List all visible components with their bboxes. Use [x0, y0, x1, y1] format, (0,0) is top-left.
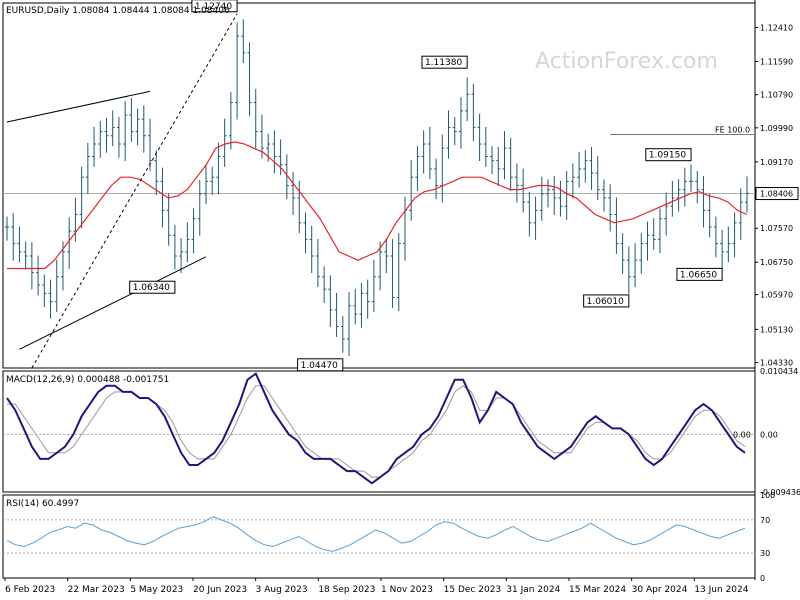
annotation-box	[583, 294, 630, 308]
macd-header: MACD(12,26,9) 0.000488 -0.001751	[6, 375, 169, 385]
x-tick-label: 5 May 2023	[130, 585, 183, 595]
price-tick-label: 1.04330	[760, 359, 793, 368]
rsi-line	[6, 516, 746, 552]
x-tick-label: 15 Mar 2024	[569, 585, 626, 595]
current-price-box	[755, 187, 799, 201]
x-tick-label: 6 Feb 2023	[5, 585, 55, 595]
rsi-header: RSI(14) 60.4997	[6, 499, 79, 509]
trendline-1	[19, 256, 207, 350]
trendline-2	[31, 13, 238, 369]
rsi-tick-label: 30	[760, 549, 770, 558]
price-tick-label: 1.09990	[760, 124, 793, 133]
trendline-0	[6, 90, 151, 123]
annotation-4: 1.04470	[301, 361, 338, 371]
moving-average-line	[7, 141, 748, 270]
price-tick-label: 1.09170	[760, 158, 793, 167]
annotation-2: 1.09150	[649, 151, 686, 161]
annotation-box	[421, 55, 468, 69]
x-tick-label: 13 Jun 2024	[694, 585, 748, 595]
rsi-tick-label: 70	[760, 516, 770, 525]
annotation-box	[645, 148, 692, 162]
panel-frame-macd	[2, 370, 756, 493]
annotation-box	[129, 280, 176, 294]
macd-tick-label: -0.009436	[760, 488, 800, 497]
annotation-6: 1.06650	[680, 270, 717, 280]
x-tick-label: 31 Jan 2024	[506, 585, 560, 595]
x-tick-label: 22 Mar 2023	[68, 585, 125, 595]
price-tick-label: 1.05130	[760, 325, 793, 334]
fe-label: FE 100.0	[715, 125, 750, 134]
x-tick-label: 1 Nov 2023	[381, 585, 433, 595]
price-tick-label: 1.05970	[760, 291, 793, 300]
macd-tick-label: 0.00	[760, 431, 778, 440]
macd-signal-line	[7, 385, 746, 478]
annotation-3: 1.06340	[133, 283, 170, 293]
price-header: EURUSD,Daily 1.08084 1.08444 1.08084 1.0…	[6, 6, 230, 16]
price-tick-label: 1.12410	[760, 23, 793, 32]
panel-frame-rsi	[2, 494, 756, 579]
x-tick-label: 20 Jun 2023	[193, 585, 247, 595]
x-tick-label: 15 Dec 2023	[444, 585, 502, 595]
x-tick-label: 3 Aug 2023	[256, 585, 308, 595]
price-tick-label: 1.06750	[760, 258, 793, 267]
macd-zero-label: 0.00	[733, 431, 751, 440]
price-tick-label: 1.08406	[760, 190, 793, 199]
annotation-box	[676, 267, 723, 281]
macd-line	[6, 372, 746, 485]
macd-tick-label: 0.010434	[760, 367, 798, 376]
x-tick-label: 30 Apr 2024	[632, 585, 688, 595]
rsi-tick-label: 100	[760, 491, 775, 500]
annotation-1: 1.11380	[425, 58, 462, 68]
annotation-box	[297, 358, 344, 372]
x-tick-label: 18 Sep 2023	[318, 585, 375, 595]
watermark: ActionForex.com	[535, 49, 718, 74]
annotation-5: 1.06010	[587, 297, 624, 307]
price-tick-label: 1.11590	[760, 57, 793, 66]
annotation-box	[191, 0, 238, 13]
rsi-tick-label: 0	[760, 574, 765, 583]
price-tick-label: 1.07570	[760, 224, 793, 233]
price-tick-label: 1.10790	[760, 91, 793, 100]
annotation-0: 1.12740	[195, 2, 232, 12]
